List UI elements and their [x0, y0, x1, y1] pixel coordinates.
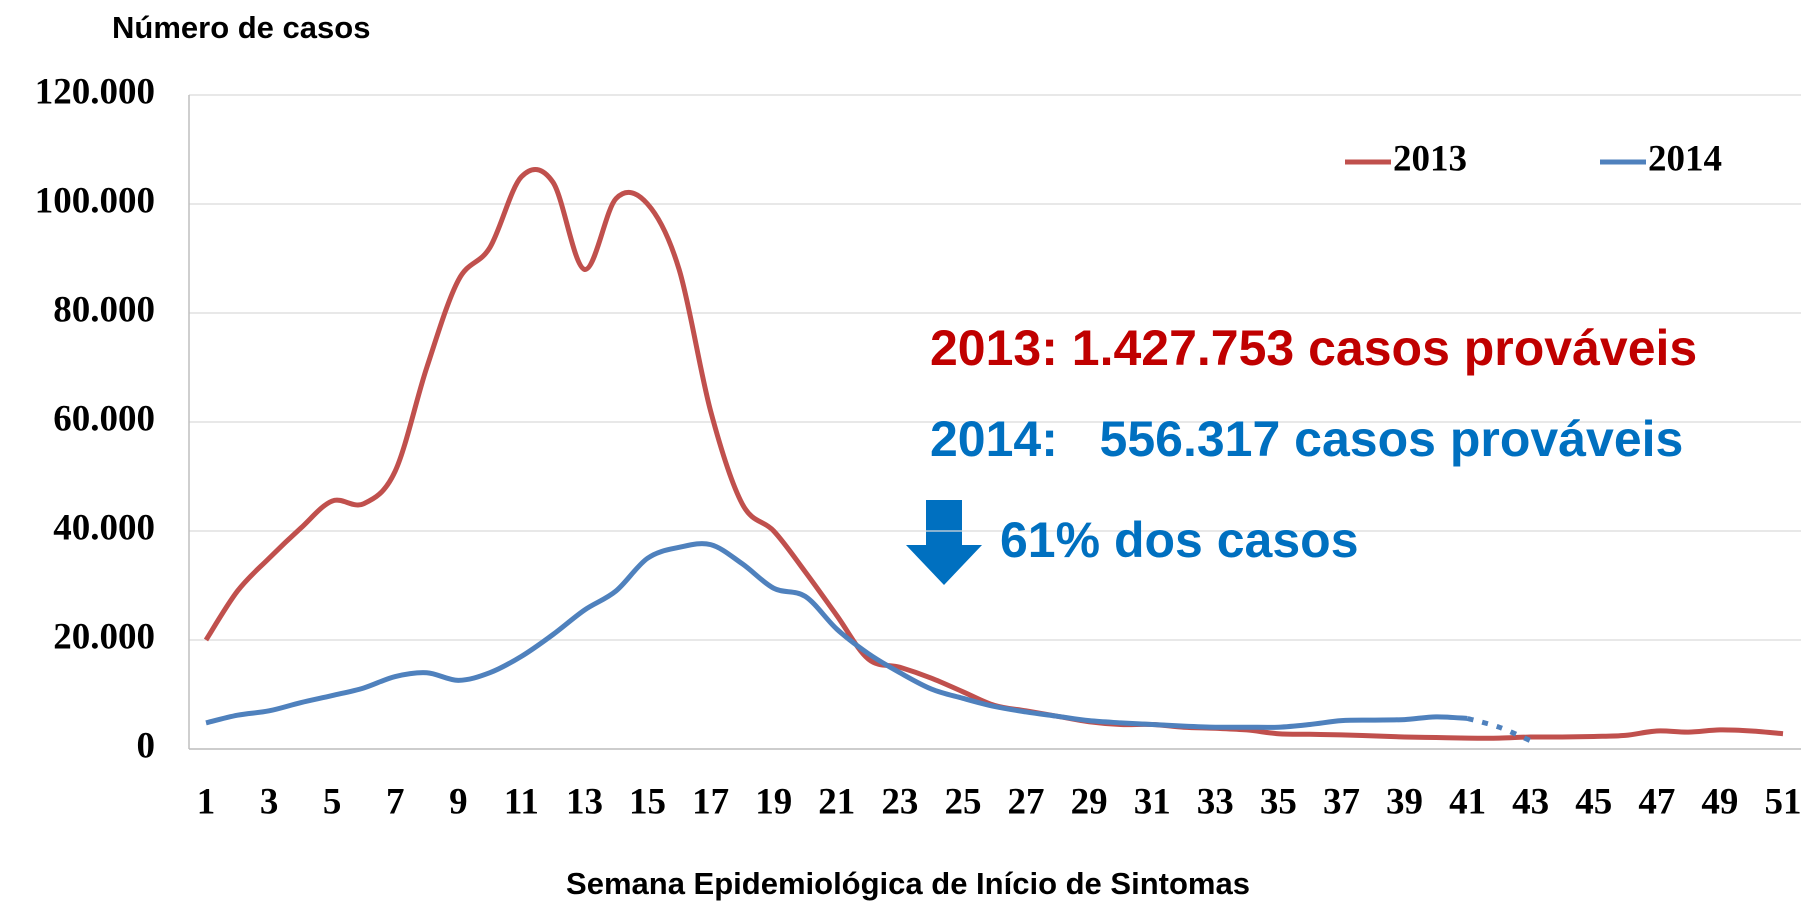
annotation: 2014: 556.317 casos prováveis	[930, 411, 1683, 467]
x-axis-title: Semana Epidemiológica de Início de Sinto…	[566, 866, 1250, 901]
x-tick-label: 3	[260, 781, 279, 822]
x-tick-label: 15	[629, 781, 666, 822]
y-tick-label: 120.000	[35, 71, 155, 112]
x-tick-label: 25	[944, 781, 981, 822]
x-tick-label: 29	[1071, 781, 1108, 822]
x-tick-label: 9	[449, 781, 468, 822]
x-tick-label: 11	[504, 781, 539, 822]
legend-label: 2013	[1393, 138, 1467, 179]
x-tick-label: 47	[1638, 781, 1675, 822]
x-tick-label: 49	[1701, 781, 1738, 822]
x-tick-label: 33	[1197, 781, 1234, 822]
x-tick-label: 13	[566, 781, 603, 822]
x-tick-label: 45	[1575, 781, 1612, 822]
series-line	[205, 541, 1468, 730]
x-tick-label: 21	[818, 781, 855, 822]
x-tick-label: 31	[1134, 781, 1171, 822]
annotation: 2013: 1.427.753 casos prováveis	[930, 320, 1697, 376]
x-tick-label: 27	[1008, 781, 1045, 822]
x-tick-label: 1	[197, 781, 216, 822]
x-tick-label: 23	[881, 781, 918, 822]
y-tick-label: 20.000	[53, 616, 155, 657]
x-tick-label: 37	[1323, 781, 1360, 822]
x-tick-label: 17	[692, 781, 729, 822]
y-tick-label: 80.000	[53, 289, 155, 330]
series-line	[203, 167, 1784, 741]
x-tick-label: 39	[1386, 781, 1423, 822]
x-tick-label: 7	[386, 781, 405, 822]
annotation: 61% dos casos	[1000, 512, 1359, 568]
x-tick-label: 5	[323, 781, 342, 822]
y-tick-label: 40.000	[53, 507, 155, 548]
down-arrow	[906, 500, 982, 585]
series-line-dashed	[1466, 716, 1532, 744]
x-tick-label: 41	[1449, 781, 1486, 822]
y-tick-label: 0	[137, 725, 156, 766]
y-axis-title: Número de casos	[112, 10, 370, 45]
x-tick-label: 51	[1765, 781, 1802, 822]
x-tick-label: 43	[1512, 781, 1549, 822]
y-tick-label: 100.000	[35, 180, 155, 221]
legend-label: 2014	[1648, 138, 1722, 179]
x-tick-label: 35	[1260, 781, 1297, 822]
x-tick-label: 19	[755, 781, 792, 822]
y-tick-label: 60.000	[53, 398, 155, 439]
